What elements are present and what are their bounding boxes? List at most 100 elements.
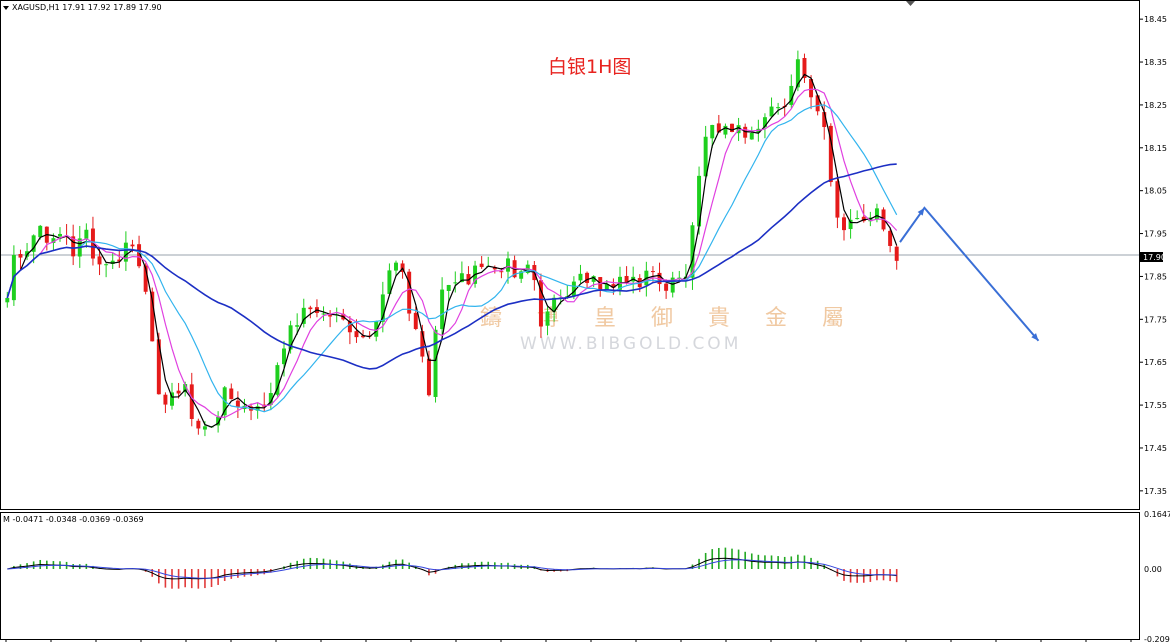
candle-body	[308, 307, 313, 310]
indicator-tick-label: 0.00	[1144, 565, 1162, 574]
candle-body	[453, 282, 458, 284]
candle-body	[104, 264, 109, 266]
price-tick-label: 17.75	[1144, 315, 1167, 324]
candle-body	[110, 260, 115, 264]
candle-body	[31, 235, 36, 252]
candle-body	[229, 388, 234, 400]
candle-body	[506, 258, 510, 272]
candle-body	[795, 59, 800, 88]
candle-body	[189, 384, 194, 420]
candle-body	[710, 124, 715, 139]
candle-body	[170, 392, 174, 406]
candle-body	[670, 277, 675, 293]
candle-body	[394, 262, 398, 271]
moving-average-line	[6, 104, 898, 413]
price-tick-label: 17.35	[1144, 487, 1167, 496]
price-tick-label: 17.45	[1144, 444, 1167, 453]
candle-body	[97, 256, 102, 265]
candle-body	[143, 265, 148, 292]
candle-body	[888, 230, 893, 246]
candle-body	[519, 271, 524, 279]
candle-body	[387, 270, 392, 294]
price-tick-label: 18.35	[1144, 58, 1167, 67]
current-price-label: 17.90	[1143, 253, 1166, 262]
macd-histogram	[7, 547, 898, 589]
candle-body	[861, 216, 866, 222]
candle-body	[697, 175, 702, 227]
candle-body	[426, 358, 431, 396]
forecast-arrow	[899, 206, 1040, 342]
candle-body	[413, 312, 418, 329]
candle-body	[202, 426, 207, 430]
candle-body	[815, 95, 820, 112]
candle-body	[440, 289, 445, 330]
candle-body	[466, 274, 471, 285]
candle-body	[650, 271, 655, 273]
candle-body	[347, 320, 352, 333]
price-tick-label: 17.55	[1144, 401, 1167, 410]
signal-line	[7, 559, 897, 579]
candle-body	[552, 297, 557, 312]
candle-body	[822, 112, 827, 128]
window-shift-marker	[906, 1, 915, 6]
candle-body	[235, 400, 240, 408]
candle-body	[51, 238, 56, 244]
candle-body	[84, 229, 89, 239]
candle-body	[380, 294, 385, 322]
candle-body	[769, 106, 774, 117]
candle-body	[545, 311, 550, 326]
moving-average-lines	[6, 73, 898, 428]
candle-body	[894, 246, 899, 261]
candle-body	[828, 125, 833, 183]
price-tick-label: 18.05	[1144, 187, 1167, 196]
indicator-pane-frame	[0, 512, 1140, 640]
candle-body	[802, 57, 807, 78]
watermark-chinese: 鑄 博 皇 御 貴 金 屬	[480, 306, 858, 331]
price-tick-label: 17.85	[1144, 272, 1167, 281]
symbol-info: XAGUSD,H1 17.91 17.92 17.89 17.90	[12, 3, 162, 12]
candle-body	[71, 236, 76, 257]
candle-body	[591, 276, 596, 282]
candle-body	[282, 348, 286, 365]
price-tick-label: 17.65	[1144, 358, 1167, 367]
candle-body	[150, 291, 155, 342]
candle-body	[716, 123, 721, 133]
candle-body	[361, 335, 366, 338]
candle-body	[578, 273, 583, 281]
candle-body	[216, 417, 221, 426]
candle-body	[730, 123, 734, 132]
candle-body	[374, 321, 379, 337]
candle-body	[268, 393, 273, 405]
price-tick-label: 17.95	[1144, 230, 1167, 239]
candle-body	[58, 233, 62, 237]
candle-body	[328, 315, 333, 317]
candle-body	[842, 217, 846, 231]
candle-body	[855, 218, 860, 220]
candle-body	[354, 331, 359, 338]
candle-body	[420, 331, 425, 357]
candle-body	[789, 85, 794, 105]
candle-body	[604, 284, 609, 291]
price-tick-label: 18.15	[1144, 144, 1167, 153]
candle-body	[776, 107, 781, 109]
candle-body	[459, 273, 464, 283]
candle-body	[749, 132, 754, 140]
moving-average-line	[6, 73, 898, 428]
candle-body	[183, 384, 188, 393]
candle-body	[571, 281, 576, 297]
candle-body	[538, 280, 543, 327]
candle-body	[690, 225, 695, 278]
candle-body	[624, 275, 629, 284]
chart-menu-triangle[interactable]	[3, 6, 9, 10]
candle-body	[664, 283, 669, 291]
forecast-arrow-head	[917, 207, 925, 216]
current-price-box	[1140, 252, 1163, 262]
candle-body	[123, 242, 128, 262]
candle-body	[163, 394, 168, 405]
price-tick-label: 18.25	[1144, 101, 1167, 110]
candle-body	[117, 259, 122, 262]
candle-body	[874, 208, 879, 220]
candle-body	[848, 219, 853, 230]
candle-body	[301, 307, 306, 324]
